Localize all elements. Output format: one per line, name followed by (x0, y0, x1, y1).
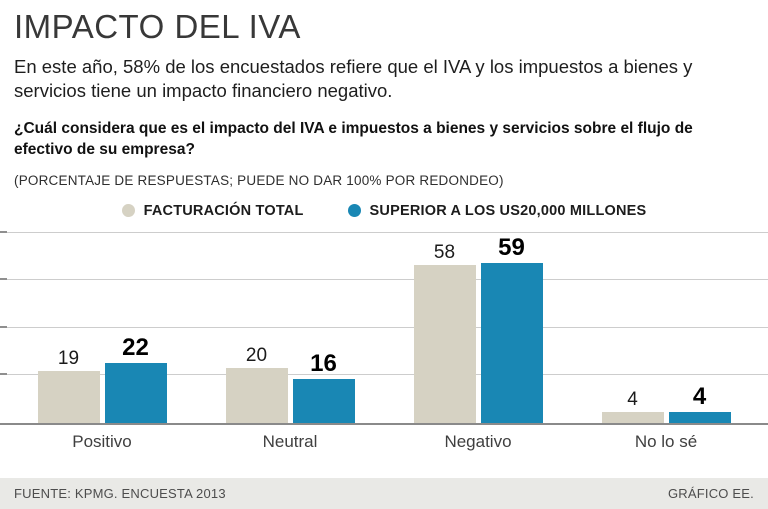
bar-column: 22 (104, 233, 167, 423)
legend-swatch-icon (347, 204, 361, 218)
source-text: FUENTE: KPMG. ENCUESTA 2013 (14, 486, 226, 501)
gridline (0, 326, 768, 328)
bar-column: 19 (37, 233, 100, 423)
bar-group: 58 59 (413, 233, 543, 423)
category-label: Negativo (444, 431, 512, 451)
bar-column: 4 (668, 233, 731, 423)
gridline (0, 374, 768, 376)
axis-tick (0, 278, 7, 281)
legend-item: SUPERIOR A LOS US20,000 MILLONES (347, 202, 647, 219)
legend-label: SUPERIOR A LOS US20,000 MILLONES (369, 202, 647, 219)
bar (601, 411, 664, 423)
bar (225, 368, 288, 423)
bar-column: 58 (413, 233, 476, 423)
bar-group: 20 16 (225, 233, 355, 423)
legend-swatch-icon (121, 204, 135, 218)
legend: FACTURACIÓN TOTAL SUPERIOR A LOS US20,000… (0, 203, 768, 219)
bar-value-label: 20 (245, 345, 268, 367)
bar-column: 16 (292, 233, 355, 423)
category-label: Neutral (262, 431, 318, 451)
bar (104, 363, 167, 423)
page-title: IMPACTO DEL IVA (14, 8, 301, 45)
category-label: No lo sé (634, 431, 698, 451)
header: IMPACTO DEL IVA En este año, 58% de los … (0, 0, 768, 188)
bar-value-label: 22 (122, 334, 149, 362)
bar-value-label: 4 (692, 382, 707, 410)
gridline (0, 279, 768, 281)
footer: FUENTE: KPMG. ENCUESTA 2013 GRÁFICO EE. (0, 478, 768, 509)
bar (413, 265, 476, 423)
axis-tick (0, 325, 7, 328)
bar (37, 371, 100, 423)
axis-tick (0, 373, 7, 376)
legend-item: FACTURACIÓN TOTAL (121, 202, 304, 219)
bar-value-label: 19 (57, 348, 80, 370)
gridline (0, 231, 768, 233)
bar-chart: 19 22 20 16 58 59 4 4 Positivo Neutral Negativo No… (0, 230, 768, 452)
legend-label: FACTURACIÓN TOTAL (143, 202, 304, 219)
bar-column: 4 (601, 233, 664, 423)
bar (480, 262, 543, 423)
category-labels: Positivo Neutral Negativo No lo sé (0, 432, 768, 452)
bar-value-label: 59 (498, 233, 525, 261)
bar (668, 411, 731, 423)
bar-value-label: 58 (433, 242, 456, 264)
methodology-note: (PORCENTAJE DE RESPUESTAS; PUEDE NO DAR … (14, 172, 504, 188)
bar (292, 379, 355, 423)
survey-question: ¿Cuál considera que es el impacto del IV… (14, 120, 693, 158)
bar-value-label: 4 (627, 388, 638, 410)
bar-column: 20 (225, 233, 288, 423)
bar-value-label: 16 (310, 350, 337, 378)
bar-group: 19 22 (37, 233, 167, 423)
credit-text: GRÁFICO EE. (668, 486, 754, 501)
category-label: Positivo (72, 431, 132, 451)
subtitle: En este año, 58% de los encuestados refi… (14, 55, 693, 102)
plot-area: 19 22 20 16 58 59 4 4 (0, 230, 768, 425)
axis-tick (0, 230, 7, 233)
bar-column: 59 (480, 233, 543, 423)
